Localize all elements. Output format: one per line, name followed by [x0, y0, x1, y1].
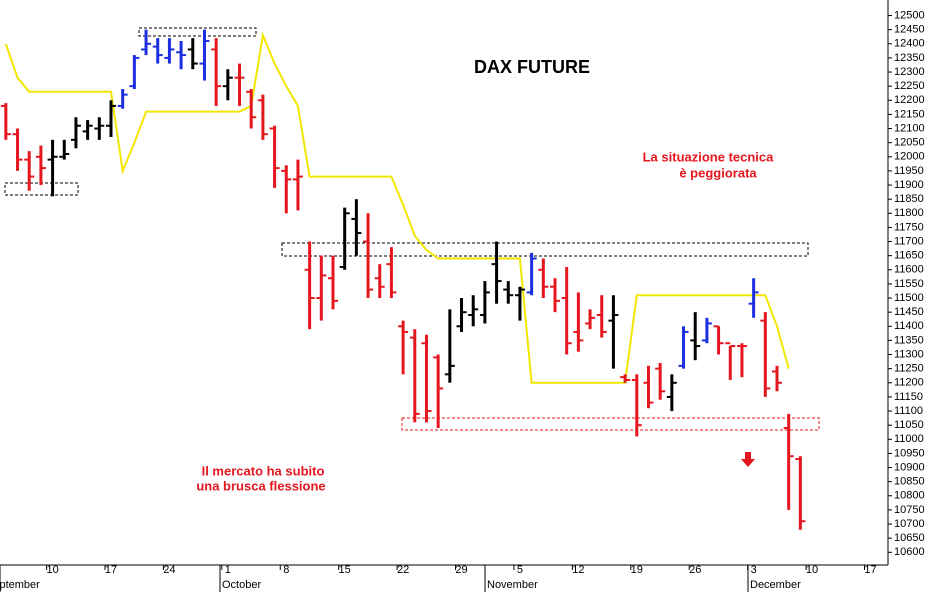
x-tick-label: 17	[105, 564, 117, 576]
x-tick-label: 17	[864, 564, 876, 576]
y-tick-label: 11400	[894, 320, 924, 332]
y-tick-label: 10650	[894, 532, 925, 544]
y-tick-label: 11200	[894, 377, 924, 389]
y-tick-label: 12300	[894, 66, 925, 78]
y-tick-label: 10800	[894, 490, 925, 502]
y-tick-label: 11000	[894, 433, 924, 445]
x-tick-label: 3	[751, 564, 757, 576]
y-tick-label: 12250	[894, 80, 925, 92]
annotation: Il mercato ha subito	[202, 463, 325, 478]
x-tick-label: 19	[631, 564, 643, 576]
annotation: è peggiorata	[679, 165, 757, 180]
annotation: La situazione tecnica	[643, 149, 775, 164]
x-tick-label: 10	[806, 564, 818, 576]
y-tick-label: 11050	[894, 419, 924, 431]
y-tick-label: 11550	[894, 278, 924, 290]
x-tick-label: 12	[572, 564, 584, 576]
y-tick-label: 10750	[894, 504, 925, 516]
y-tick-label: 12100	[894, 122, 925, 134]
y-tick-label: 11800	[894, 207, 924, 219]
y-tick-label: 10700	[894, 518, 925, 530]
y-tick-label: 11600	[894, 264, 924, 276]
y-tick-label: 11900	[894, 179, 924, 191]
range-boxes	[4, 27, 820, 431]
chart-title: DAX FUTURE	[474, 57, 590, 77]
y-tick-label: 11250	[894, 363, 924, 375]
y-tick-label: 12400	[894, 38, 925, 50]
x-tick-label: 22	[397, 564, 409, 576]
y-tick-label: 12200	[894, 94, 925, 106]
y-tick-label: 11300	[894, 348, 924, 360]
x-tick-label: 1	[225, 564, 231, 576]
month-label: September	[0, 579, 40, 591]
y-tick-label: 11850	[894, 193, 924, 205]
y-tick-label: 10850	[894, 476, 925, 488]
y-tick-label: 11350	[894, 334, 924, 346]
x-tick-label: 10	[46, 564, 58, 576]
y-tick-label: 12500	[894, 9, 925, 21]
annotation: una brusca flessione	[196, 478, 325, 493]
y-tick-label: 12050	[894, 137, 925, 149]
y-tick-label: 10900	[894, 461, 925, 473]
x-tick-label: 8	[283, 564, 289, 576]
y-tick-label: 11650	[894, 250, 924, 262]
y-tick-label: 12150	[894, 108, 925, 120]
range-box	[401, 417, 820, 431]
y-tick-label: 10950	[894, 447, 925, 459]
y-tick-label: 11100	[894, 405, 923, 417]
range-box	[138, 27, 257, 37]
x-tick-label: 15	[339, 564, 351, 576]
trend-line	[4, 31, 790, 384]
down-arrow	[741, 452, 755, 467]
x-tick-label: 29	[455, 564, 467, 576]
y-tick-label: 12350	[894, 52, 925, 64]
y-tick-label: 11950	[894, 165, 924, 177]
y-tick-label: 10600	[894, 546, 925, 558]
month-label: December	[750, 579, 801, 591]
x-tick-label: 5	[517, 564, 523, 576]
x-tick-label: 26	[689, 564, 701, 576]
y-tick-label: 12450	[894, 24, 925, 36]
month-label: October	[222, 579, 261, 591]
y-tick-label: 11150	[894, 391, 923, 403]
y-tick-label: 11700	[894, 235, 924, 247]
x-tick-label: 24	[163, 564, 175, 576]
y-tick-label: 11500	[894, 292, 924, 304]
y-tick-label: 11750	[894, 221, 924, 233]
y-tick-label: 11450	[894, 306, 924, 318]
month-label: November	[487, 579, 538, 591]
range-box	[281, 242, 809, 257]
y-tick-label: 12000	[894, 151, 925, 163]
